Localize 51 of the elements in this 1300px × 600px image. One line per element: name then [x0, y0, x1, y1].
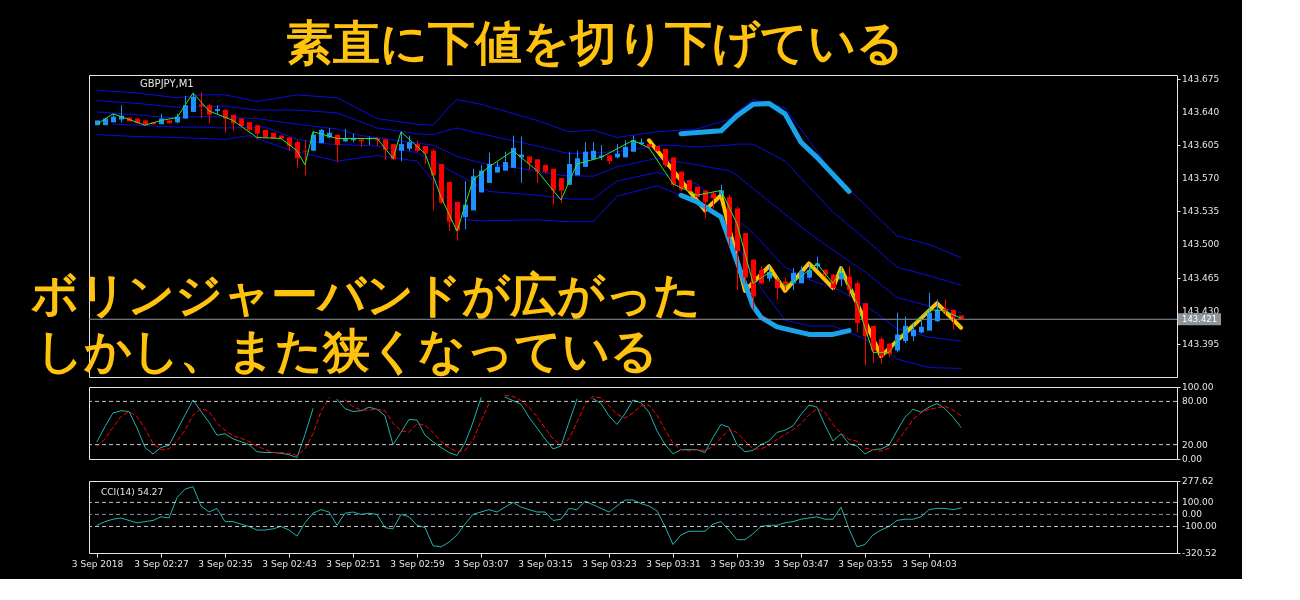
candlestick [703, 190, 708, 219]
y-tick-label: 143.465 [1182, 272, 1220, 283]
x-tick-label: 3 Sep 02:27 [134, 558, 189, 569]
ref-line-label: 143.421 [1182, 314, 1218, 325]
y-tick-label: 20.00 [1182, 439, 1209, 450]
y-tick-label: 80.00 [1182, 396, 1209, 407]
y-tick-label: -100.00 [1182, 521, 1218, 532]
y-tick-label: -320.52 [1182, 548, 1217, 558]
x-tick-label: 3 Sep 02:59 [390, 558, 445, 569]
x-tick-label: 3 Sep 03:55 [838, 558, 893, 569]
candlestick [487, 152, 492, 184]
y-tick-label: 143.640 [1182, 106, 1220, 117]
candlestick [303, 139, 308, 176]
candlestick [775, 277, 780, 300]
y-tick-label: 143.395 [1182, 338, 1220, 349]
candlestick [399, 131, 404, 162]
x-tick-label: 3 Sep 03:31 [646, 558, 701, 569]
candlestick [879, 336, 884, 365]
x-tick-label: 3 Sep 2018 [71, 558, 124, 569]
y-tick-label: 143.605 [1182, 140, 1220, 151]
y-tick-label: 143.535 [1182, 206, 1220, 217]
candlestick [559, 177, 564, 204]
y-tick-label: 0.00 [1182, 454, 1203, 464]
y-tick-label: 100.00 [1182, 497, 1214, 508]
y-tick-label: 143.570 [1182, 173, 1220, 184]
candlestick [551, 168, 556, 206]
candlestick [927, 292, 932, 332]
x-tick-label: 3 Sep 02:43 [262, 558, 317, 569]
x-tick-label: 3 Sep 04:03 [902, 558, 957, 569]
candlestick [503, 151, 508, 172]
line-series [96, 486, 962, 548]
y-tick-label: 143.500 [1182, 239, 1220, 250]
candlestick [535, 158, 540, 184]
x-tick-label: 3 Sep 03:39 [710, 558, 765, 569]
y-tick-label: 100.00 [1182, 382, 1214, 392]
x-tick-label: 3 Sep 03:15 [518, 558, 573, 569]
candlestick [511, 135, 516, 169]
x-tick-label: 3 Sep 02:35 [198, 558, 253, 569]
y-tick-label: 143.430 [1182, 305, 1220, 316]
y-tick-label: 277.62 [1182, 476, 1214, 486]
x-tick-label: 3 Sep 03:47 [774, 558, 829, 569]
chart-title: 素直に下値を切り下げている [286, 14, 904, 70]
x-tick-label: 3 Sep 03:07 [454, 558, 509, 569]
y-tick-label: 143.675 [1182, 73, 1220, 84]
line-series [96, 89, 962, 259]
x-tick-label: 3 Sep 03:23 [582, 558, 637, 569]
candlestick [183, 95, 188, 120]
y-tick-label: 0.00 [1182, 509, 1203, 520]
text: CCI(14) 54.27 [101, 487, 164, 497]
chart-subtitle: GBPJPY,M1 [140, 78, 194, 89]
x-tick-label: 3 Sep 02:51 [326, 558, 381, 569]
